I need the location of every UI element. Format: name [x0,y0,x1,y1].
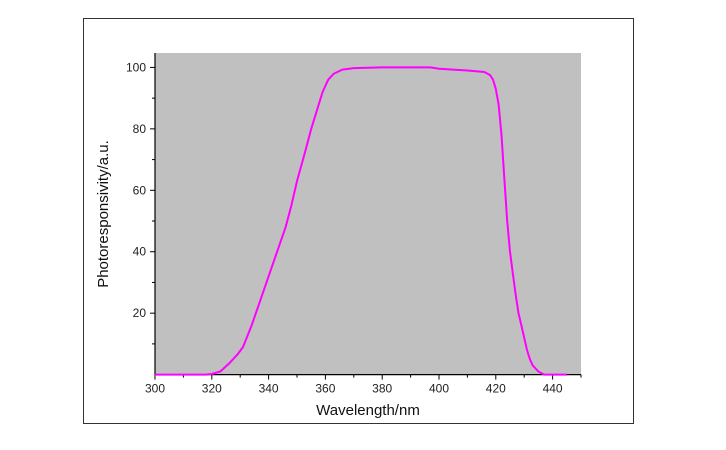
x-tick-label: 440 [543,382,563,396]
y-tick-label: 40 [133,245,147,259]
x-tick-label: 360 [315,382,335,396]
x-tick-label: 300 [145,382,165,396]
y-axis-label: Photoresponsivity/a.u. [95,140,112,288]
x-tick-label: 400 [429,382,449,396]
y-tick-label: 60 [133,183,147,197]
chart-frame [83,18,634,424]
y-tick-label: 20 [133,306,147,320]
plot-area [155,53,581,375]
x-tick-label: 320 [202,382,222,396]
series-line [155,66,567,376]
y-tick-label: 100 [126,60,146,74]
x-tick-label: 380 [372,382,392,396]
x-axis-label: Wavelength/nm [316,402,420,419]
x-tick-label: 420 [486,382,506,396]
x-tick-label: 340 [259,382,279,396]
y-tick-label: 80 [133,122,147,136]
